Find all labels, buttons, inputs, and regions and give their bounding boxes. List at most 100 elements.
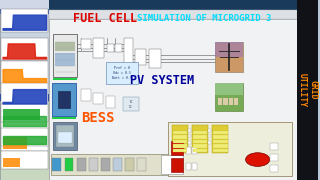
Bar	[1, 61, 48, 84]
Bar	[3, 109, 40, 120]
Bar	[1, 128, 48, 146]
Bar	[53, 122, 77, 150]
Bar	[1, 38, 48, 60]
Bar	[77, 158, 85, 171]
Bar	[1, 106, 48, 129]
Bar	[52, 117, 76, 119]
Bar	[208, 141, 211, 144]
Text: PV SYSTEM: PV SYSTEM	[130, 74, 194, 87]
Bar	[193, 144, 207, 148]
Bar	[116, 44, 122, 52]
Bar	[137, 158, 146, 171]
Bar	[59, 91, 70, 108]
Bar	[55, 53, 76, 66]
Bar	[1, 151, 48, 169]
Bar	[213, 130, 228, 134]
Bar	[213, 135, 228, 139]
Bar	[52, 158, 61, 171]
Bar	[49, 10, 297, 19]
Bar	[171, 158, 183, 172]
Bar	[106, 96, 116, 108]
Bar	[213, 140, 228, 143]
Bar	[101, 158, 110, 171]
Bar	[0, 94, 49, 101]
Bar	[215, 83, 243, 95]
Bar	[81, 89, 91, 101]
Bar	[0, 0, 49, 101]
Bar	[186, 147, 191, 154]
Bar	[113, 158, 122, 171]
Bar	[148, 49, 161, 68]
Text: GRID
UTILITY: GRID UTILITY	[298, 73, 318, 107]
Bar	[125, 158, 134, 171]
Bar	[3, 158, 20, 167]
Bar	[173, 140, 188, 143]
Bar	[212, 125, 228, 153]
Bar	[215, 42, 243, 72]
Bar	[93, 38, 104, 58]
Bar	[215, 83, 243, 111]
Bar	[208, 129, 211, 132]
Bar	[172, 125, 188, 153]
Bar	[229, 98, 233, 105]
Text: BESS: BESS	[81, 111, 115, 125]
Bar	[234, 98, 238, 105]
Bar	[1, 103, 48, 122]
Text: Pref = 0
Vdc = 0.5
Batt = 0.5: Pref = 0 Vdc = 0.5 Batt = 0.5	[112, 66, 132, 80]
Bar	[1, 83, 48, 105]
Bar	[186, 163, 191, 170]
Bar	[1, 129, 48, 151]
Bar	[173, 144, 188, 148]
Text: SIMULATION OF MICROGRID 3: SIMULATION OF MICROGRID 3	[137, 14, 271, 23]
Bar	[223, 98, 228, 105]
Bar	[193, 130, 207, 134]
Bar	[161, 155, 183, 174]
Bar	[106, 62, 138, 84]
Bar	[56, 125, 75, 147]
Bar	[81, 39, 91, 49]
Bar	[297, 0, 318, 180]
Bar	[49, 0, 297, 10]
Bar	[123, 97, 139, 111]
Bar	[52, 83, 76, 116]
Bar	[93, 93, 103, 104]
Bar	[55, 42, 76, 51]
Bar	[135, 49, 146, 65]
Bar	[218, 98, 222, 105]
Bar	[270, 154, 278, 161]
Bar	[173, 148, 188, 152]
Bar	[193, 148, 207, 152]
Bar	[215, 42, 243, 57]
Text: FUEL CELL: FUEL CELL	[73, 12, 137, 25]
Bar	[193, 135, 207, 139]
Bar	[173, 135, 188, 139]
Bar	[3, 137, 27, 149]
Bar	[0, 9, 49, 14]
Bar	[124, 38, 133, 77]
Bar	[107, 44, 114, 52]
Bar	[49, 19, 297, 180]
Circle shape	[245, 153, 270, 166]
Bar	[270, 143, 278, 150]
Bar	[53, 34, 77, 76]
Bar	[58, 132, 72, 143]
Bar	[188, 141, 191, 144]
Bar	[188, 129, 191, 132]
Bar	[208, 135, 211, 137]
Bar	[53, 78, 77, 80]
Bar	[1, 9, 48, 31]
Bar	[192, 125, 208, 153]
Bar	[173, 130, 188, 134]
Bar	[171, 141, 183, 155]
Bar	[188, 135, 191, 137]
Bar	[65, 158, 74, 171]
Bar	[270, 165, 278, 172]
Text: PC
DC: PC DC	[129, 100, 133, 109]
Bar	[51, 154, 190, 175]
Bar	[89, 158, 98, 171]
Bar	[192, 147, 197, 154]
Bar	[0, 101, 49, 180]
Bar	[213, 148, 228, 152]
Bar	[0, 0, 49, 9]
Bar	[193, 140, 207, 143]
